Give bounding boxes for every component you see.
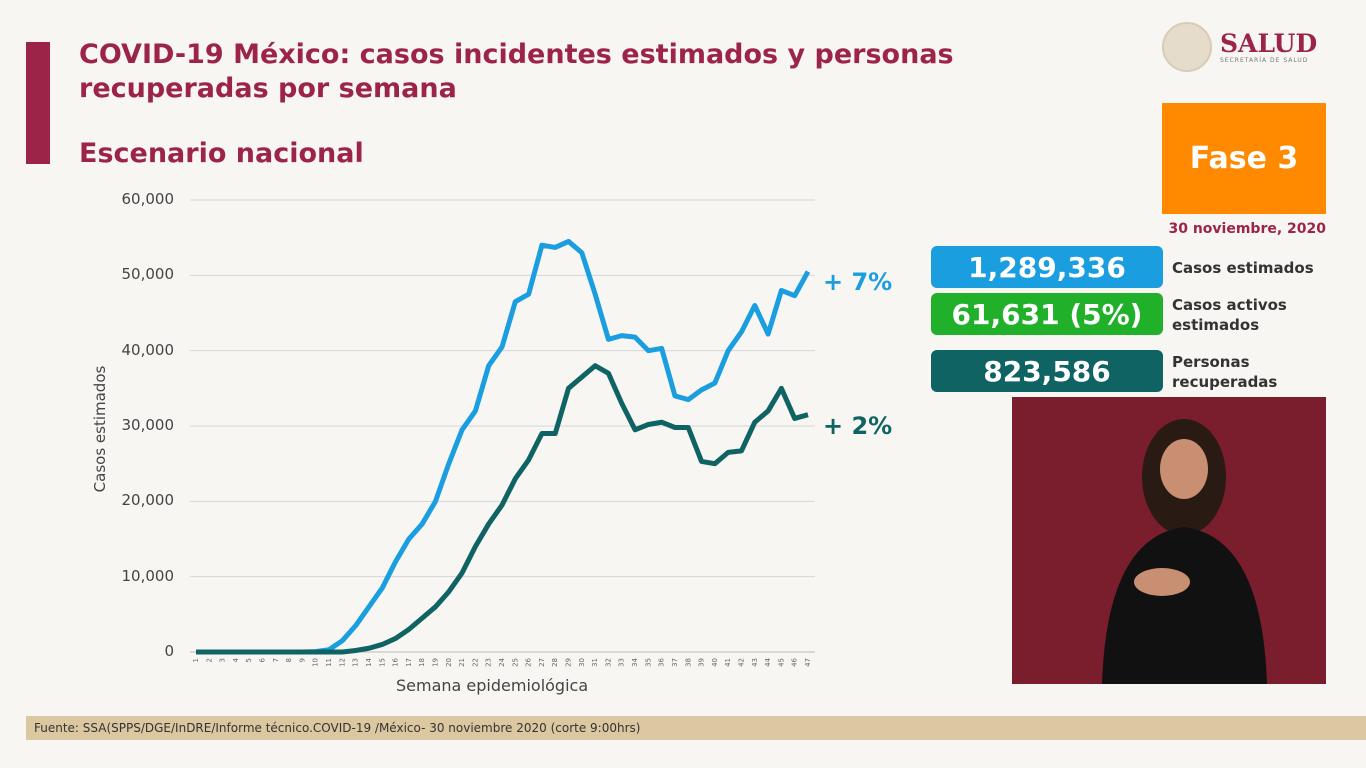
x-tick-label: 35 bbox=[644, 658, 652, 667]
phase-badge: Fase 3 bbox=[1162, 103, 1326, 214]
logo-name: SALUD bbox=[1220, 28, 1318, 58]
page-subtitle: Escenario nacional bbox=[79, 138, 364, 169]
x-tick-label: 36 bbox=[658, 657, 666, 666]
salud-logo: SALUD SECRETARÍA DE SALUD bbox=[1162, 22, 1317, 72]
x-tick-label: 13 bbox=[352, 658, 360, 667]
y-tick-label: 10,000 bbox=[121, 566, 175, 585]
y-axis-label: Casos estimados bbox=[91, 365, 109, 493]
y-tick-label: 0 bbox=[164, 642, 174, 660]
x-tick-label: 18 bbox=[418, 658, 426, 667]
report-date: 30 noviembre, 2020 bbox=[1168, 221, 1326, 237]
title-accent-bar bbox=[26, 42, 50, 164]
stat-active-cases: 61,631 (5%) bbox=[931, 293, 1163, 335]
x-tick-label: 12 bbox=[338, 658, 346, 667]
x-tick-label: 33 bbox=[618, 658, 626, 667]
x-tick-label: 34 bbox=[631, 657, 639, 666]
y-tick-label: 30,000 bbox=[121, 416, 175, 434]
national-seal-icon bbox=[1162, 22, 1212, 72]
y-tick-label: 20,000 bbox=[121, 491, 175, 510]
y-tick-label: 50,000 bbox=[121, 265, 175, 284]
x-tick-label: 30 bbox=[578, 658, 586, 667]
x-tick-label: 26 bbox=[525, 657, 533, 666]
page-title: COVID-19 México: casos incidentes estima… bbox=[79, 39, 954, 104]
x-tick-label: 24 bbox=[498, 657, 506, 666]
x-tick-label: 25 bbox=[511, 658, 519, 667]
x-tick-label: 21 bbox=[458, 658, 466, 667]
stat-estimated-cases: 1,289,336 bbox=[931, 246, 1163, 288]
series-line-2 bbox=[196, 363, 809, 655]
stat-estimated-cases-label: Casos estimados bbox=[1172, 259, 1314, 277]
x-tick-label: 10 bbox=[312, 658, 320, 667]
x-tick-label: 4 bbox=[232, 657, 240, 662]
logo-subtitle: SECRETARÍA DE SALUD bbox=[1220, 56, 1309, 64]
x-tick-label: 37 bbox=[671, 658, 679, 667]
x-tick-label: 14 bbox=[365, 657, 373, 666]
x-tick-label: 32 bbox=[604, 658, 612, 667]
x-tick-label: 1 bbox=[192, 658, 200, 662]
x-tick-label: 8 bbox=[285, 658, 293, 662]
y-tick-label: 40,000 bbox=[121, 340, 175, 359]
x-tick-label: 9 bbox=[298, 658, 306, 662]
x-tick-label: 17 bbox=[405, 658, 413, 667]
x-tick-label: 38 bbox=[684, 658, 692, 667]
stat-recovered: 823,586 bbox=[931, 350, 1163, 392]
x-tick-label: 27 bbox=[538, 658, 546, 667]
y-tick-label: 60,000 bbox=[121, 190, 175, 208]
stat-active-cases-label: Casos activos estimados bbox=[1172, 296, 1287, 334]
x-tick-label: 43 bbox=[751, 658, 759, 667]
x-tick-label: 20 bbox=[445, 658, 453, 667]
x-tick-label: 3 bbox=[219, 658, 227, 662]
x-tick-label: 23 bbox=[485, 658, 493, 667]
x-tick-label: 6 bbox=[259, 657, 267, 662]
x-tick-label: 22 bbox=[471, 658, 479, 667]
x-tick-label: 15 bbox=[378, 658, 386, 667]
series-line-1 bbox=[196, 238, 811, 655]
x-tick-label: 16 bbox=[392, 657, 400, 666]
x-tick-label: 44 bbox=[764, 657, 772, 666]
x-tick-label: 40 bbox=[711, 658, 719, 667]
x-tick-label: 31 bbox=[591, 658, 599, 667]
source-footer: Fuente: SSA(SPPS/DGE/InDRE/Informe técni… bbox=[26, 716, 1366, 740]
x-tick-label: 2 bbox=[205, 658, 213, 662]
x-tick-label: 45 bbox=[777, 658, 785, 667]
series-1-end-label: + 7% bbox=[823, 268, 893, 296]
series-2-end-label: + 2% bbox=[823, 412, 893, 440]
x-tick-label: 28 bbox=[551, 658, 559, 667]
x-tick-label: 19 bbox=[431, 658, 439, 667]
x-tick-label: 46 bbox=[791, 657, 799, 666]
x-tick-label: 5 bbox=[245, 658, 253, 662]
interpreter-figure bbox=[1102, 419, 1267, 684]
sign-language-interpreter-video bbox=[1012, 397, 1326, 684]
x-tick-label: 42 bbox=[737, 658, 745, 667]
x-axis-label: Semana epidemiológica bbox=[396, 676, 589, 695]
x-tick-label: 29 bbox=[565, 658, 573, 667]
stat-recovered-label: Personas recuperadas bbox=[1172, 353, 1278, 391]
x-tick-label: 7 bbox=[272, 658, 280, 662]
x-tick-label: 11 bbox=[325, 658, 333, 667]
x-tick-label: 39 bbox=[698, 658, 706, 667]
x-tick-label: 47 bbox=[804, 658, 812, 667]
x-tick-label: 41 bbox=[724, 658, 732, 667]
